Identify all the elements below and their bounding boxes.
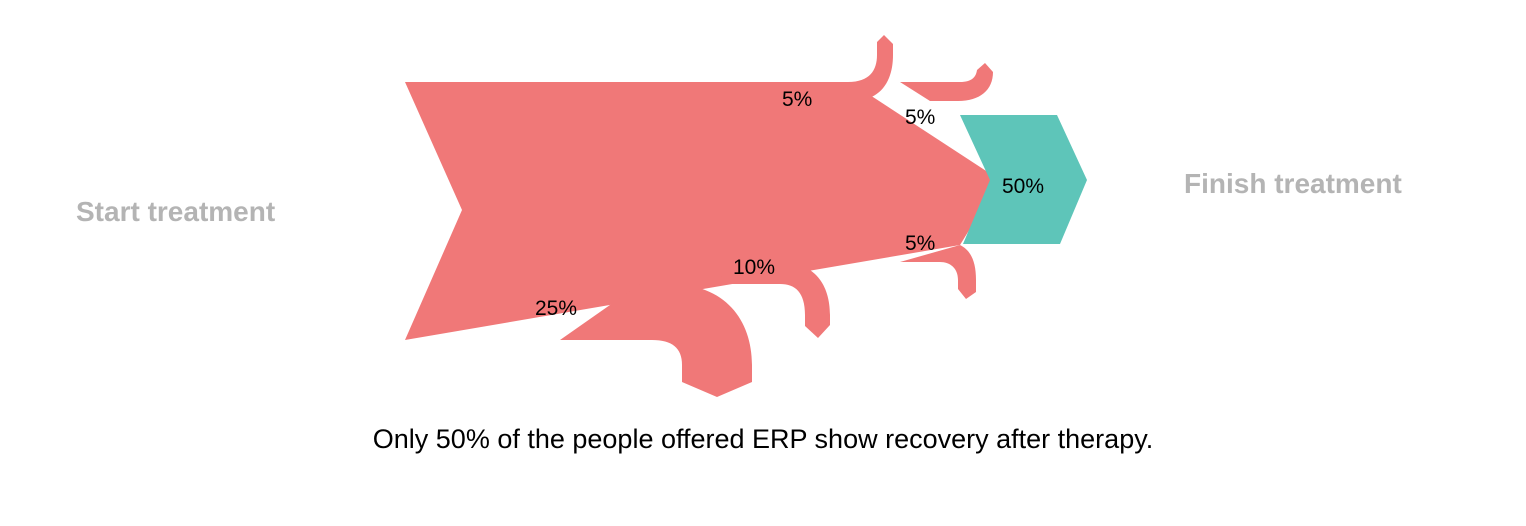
main-flow-band	[405, 82, 1000, 340]
dropout-flows	[405, 35, 1000, 397]
dropout-flow-bottom-2	[700, 262, 830, 338]
finish-flow-arrow	[960, 115, 1087, 244]
dropout-flow-top-2	[900, 63, 993, 101]
finish-treatment-label: Finish treatment	[1184, 168, 1402, 199]
dropout-flow-bottom-3	[560, 284, 752, 397]
dropout-flow-bottom-1	[900, 245, 976, 299]
dropout-3-label: 5%	[905, 232, 935, 255]
dropout-flow-top-1	[840, 35, 893, 101]
dropout-2-label: 5%	[905, 106, 935, 129]
percentage-labels: 5% 5% 50% 5% 10% 25%	[535, 88, 1044, 320]
caption: Only 50% of the people offered ERP show …	[372, 424, 1154, 454]
dropout-4-label: 10%	[733, 256, 775, 279]
finish-label-value: 50%	[1002, 175, 1044, 198]
dropout-1-label: 5%	[782, 88, 812, 111]
dropout-5-label: 25%	[535, 297, 577, 320]
start-treatment-label: Start treatment	[76, 196, 276, 227]
